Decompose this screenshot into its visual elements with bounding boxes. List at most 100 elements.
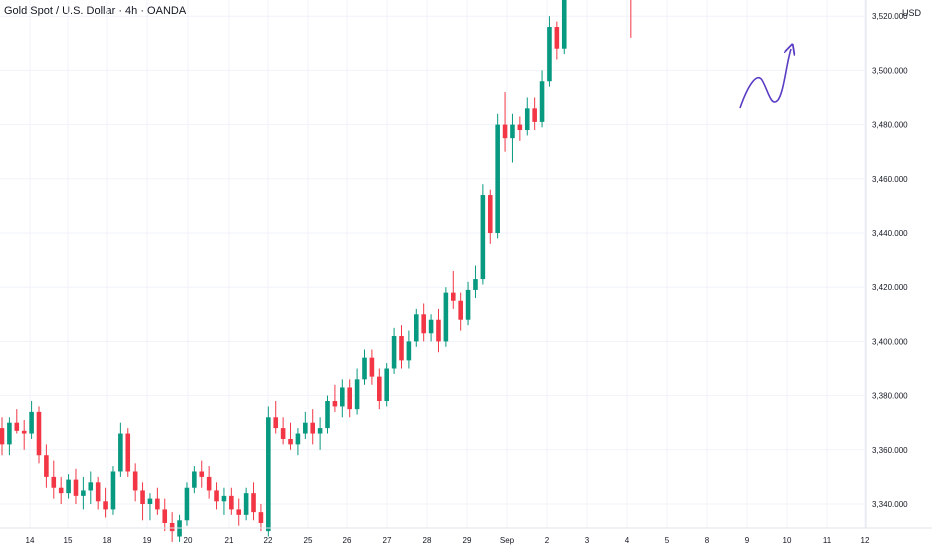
candle-body xyxy=(66,479,71,494)
candle xyxy=(303,411,308,439)
y-tick-label: 3,440.000 xyxy=(872,229,908,238)
candle xyxy=(465,281,471,326)
candle xyxy=(44,444,49,488)
x-tick-label: 19 xyxy=(143,536,152,545)
x-tick-label: 25 xyxy=(304,536,313,545)
candle xyxy=(436,308,441,353)
candle xyxy=(7,417,12,456)
candle-body xyxy=(280,428,286,439)
candle xyxy=(487,189,493,244)
currency-label[interactable]: USD xyxy=(902,8,922,18)
y-tick-label: 3,460.000 xyxy=(872,175,908,184)
candle xyxy=(369,349,375,385)
candle-body xyxy=(399,335,404,361)
y-tick-label: 3,420.000 xyxy=(872,283,908,292)
price-axis[interactable]: 3,340.000 3,360.000 3,380.000 3,400.000 3,42… xyxy=(865,0,908,528)
candle-body xyxy=(391,335,397,369)
candle xyxy=(340,379,345,418)
candle xyxy=(95,476,101,510)
candles-layer xyxy=(0,0,632,542)
x-tick-label: 2 xyxy=(545,536,550,545)
candle xyxy=(399,325,404,369)
candle xyxy=(347,379,352,418)
candle-body xyxy=(110,471,116,510)
x-tick-label: 11 xyxy=(823,536,832,545)
candle xyxy=(391,327,397,374)
candle-body xyxy=(221,495,227,502)
candle xyxy=(310,409,316,445)
candle-body xyxy=(288,438,293,445)
candle xyxy=(125,428,131,477)
candle xyxy=(273,401,279,434)
candle xyxy=(280,417,286,445)
candle xyxy=(206,466,212,499)
candle-body xyxy=(169,522,175,532)
y-tick-label: 3,340.000 xyxy=(872,500,908,509)
candle-body xyxy=(155,498,160,510)
candle xyxy=(266,406,271,537)
candle-body xyxy=(458,300,463,320)
candle-body xyxy=(495,124,500,233)
candle xyxy=(547,16,552,87)
candle-body xyxy=(162,509,168,523)
candle xyxy=(36,406,42,464)
candle-body xyxy=(554,27,560,49)
candle-body xyxy=(0,428,5,445)
candle xyxy=(14,409,20,434)
x-tick-label: 28 xyxy=(423,536,432,545)
candle-body xyxy=(258,512,264,523)
candle xyxy=(561,0,567,55)
candle-body xyxy=(273,417,279,429)
candle xyxy=(295,428,301,456)
candle xyxy=(332,384,338,412)
candle-body xyxy=(88,482,94,491)
candle-body xyxy=(310,422,316,434)
candle-body xyxy=(147,498,153,504)
candle-body xyxy=(524,108,530,131)
candle-body xyxy=(132,471,138,491)
candle xyxy=(214,482,219,510)
candle-body xyxy=(347,387,352,410)
candle-body xyxy=(340,387,345,407)
candle xyxy=(88,471,94,504)
candle-body xyxy=(384,368,389,402)
x-tick-label: 10 xyxy=(783,536,792,545)
candle xyxy=(29,401,34,439)
x-tick-label: 12 xyxy=(861,536,870,545)
candle xyxy=(443,287,449,347)
candle xyxy=(317,417,323,450)
candle-body xyxy=(58,487,64,494)
candle xyxy=(169,512,175,542)
candle xyxy=(502,92,508,152)
candle-body xyxy=(354,379,360,410)
candle-body xyxy=(118,433,123,472)
candle-body xyxy=(229,495,234,510)
candle-body xyxy=(303,422,308,434)
candle-body xyxy=(362,357,367,380)
candle xyxy=(630,0,632,38)
candle xyxy=(192,466,197,494)
candle xyxy=(524,97,530,136)
y-tick-label: 3,480.000 xyxy=(872,121,908,130)
candle xyxy=(406,330,412,369)
candle xyxy=(421,303,426,342)
candle xyxy=(81,476,86,510)
time-axis[interactable]: 14 15 18 19 20 21 22 25 26 27 28 29 Sep 2 3 4 5 8 9 10 11 12 xyxy=(0,527,932,545)
x-tick-label: 8 xyxy=(705,536,710,545)
x-tick-label: 3 xyxy=(585,536,590,545)
candle xyxy=(184,482,190,526)
candle-body xyxy=(103,501,108,510)
candle xyxy=(162,498,168,532)
candle-body xyxy=(547,27,552,82)
candle-body xyxy=(487,195,493,233)
candle-body xyxy=(140,490,145,504)
candle xyxy=(132,463,138,502)
candle-body xyxy=(73,479,79,496)
candle xyxy=(450,270,456,309)
candle-body xyxy=(251,493,256,513)
candle xyxy=(155,487,160,515)
candle xyxy=(517,116,523,141)
candle-body xyxy=(21,430,27,434)
candle-body xyxy=(406,341,412,361)
